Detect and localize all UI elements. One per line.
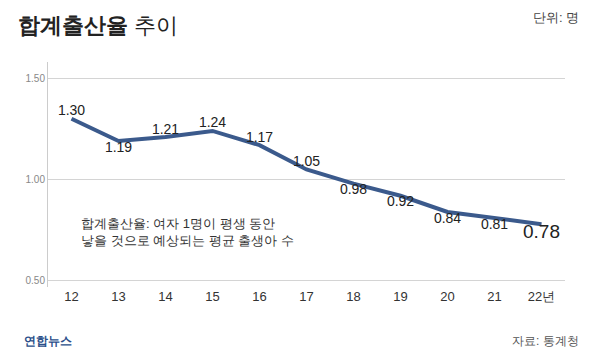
- svg-text:14: 14: [158, 289, 172, 304]
- svg-text:0.92: 0.92: [387, 193, 414, 209]
- svg-text:0.81: 0.81: [481, 216, 508, 232]
- svg-text:자료: 통계청: 자료: 통계청: [512, 334, 579, 348]
- svg-text:1.17: 1.17: [246, 129, 273, 145]
- svg-text:22년: 22년: [528, 289, 555, 304]
- svg-text:0.84: 0.84: [434, 210, 461, 226]
- svg-text:19: 19: [393, 289, 407, 304]
- svg-text:16: 16: [252, 289, 266, 304]
- svg-text:1.50: 1.50: [26, 73, 46, 84]
- svg-text:20: 20: [440, 289, 454, 304]
- svg-text:연합뉴스: 연합뉴스: [24, 334, 72, 348]
- svg-text:15: 15: [205, 289, 219, 304]
- svg-text:0.50: 0.50: [26, 275, 46, 286]
- svg-text:18: 18: [346, 289, 360, 304]
- svg-text:17: 17: [299, 289, 313, 304]
- svg-text:단위: 명: 단위: 명: [533, 10, 579, 25]
- svg-text:12: 12: [64, 289, 78, 304]
- svg-text:합계출산율 추이: 합계출산율 추이: [18, 13, 178, 38]
- svg-text:13: 13: [111, 289, 125, 304]
- svg-text:21: 21: [487, 289, 501, 304]
- svg-text:1.24: 1.24: [199, 114, 226, 130]
- svg-text:0.78: 0.78: [523, 221, 560, 242]
- svg-text:1.19: 1.19: [105, 139, 132, 155]
- svg-text:1.00: 1.00: [26, 174, 46, 185]
- svg-text:1.30: 1.30: [58, 102, 85, 118]
- svg-text:1.05: 1.05: [293, 153, 320, 169]
- svg-text:0.98: 0.98: [340, 181, 367, 197]
- svg-text:1.21: 1.21: [152, 121, 179, 137]
- svg-text:합계출산율: 여자 1명이 평생 동안낳을 것으로 예상되는: 합계출산율: 여자 1명이 평생 동안낳을 것으로 예상되는 평균 출생아 수: [81, 216, 294, 248]
